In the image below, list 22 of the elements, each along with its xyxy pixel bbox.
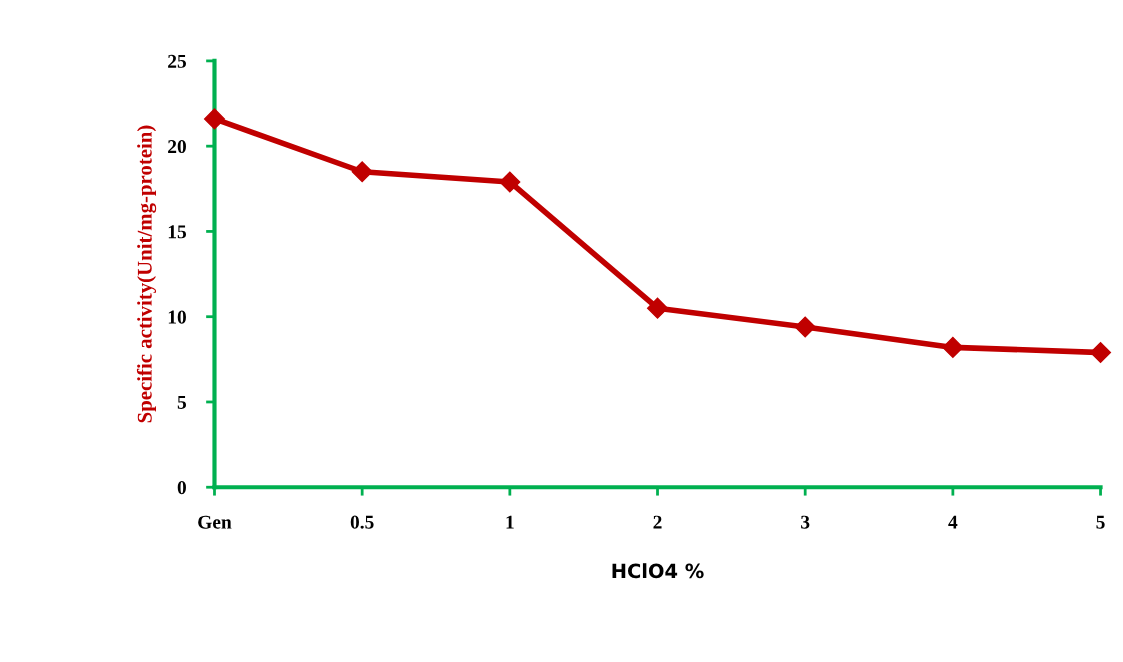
y-tick-label: 10 — [168, 310, 186, 324]
point — [794, 316, 816, 338]
x-tick-label: 0.5 — [350, 515, 374, 529]
y-tick-label: 0 — [177, 481, 186, 495]
y-tick-label: 15 — [168, 225, 186, 239]
x-tick-label: 5 — [1096, 515, 1105, 529]
x-tick-label: 3 — [801, 515, 810, 529]
y-tick-label: 20 — [168, 139, 186, 154]
point — [499, 171, 521, 193]
point — [351, 161, 373, 183]
point — [647, 297, 669, 319]
x-tick-label: 4 — [948, 515, 958, 529]
y-tick-label: 25 — [168, 54, 186, 68]
point — [1090, 341, 1112, 364]
x-tick-label: Gen — [198, 515, 232, 529]
point — [942, 336, 964, 358]
y-axis-title: Specific activity(Unit/mg-protein) — [136, 125, 157, 423]
point — [203, 108, 226, 130]
x-tick-label: 2 — [653, 515, 662, 529]
x-tick-label: 1 — [506, 515, 514, 529]
x-axis-title: HClO4 % — [612, 563, 704, 579]
y-tick-label: 5 — [177, 395, 186, 409]
